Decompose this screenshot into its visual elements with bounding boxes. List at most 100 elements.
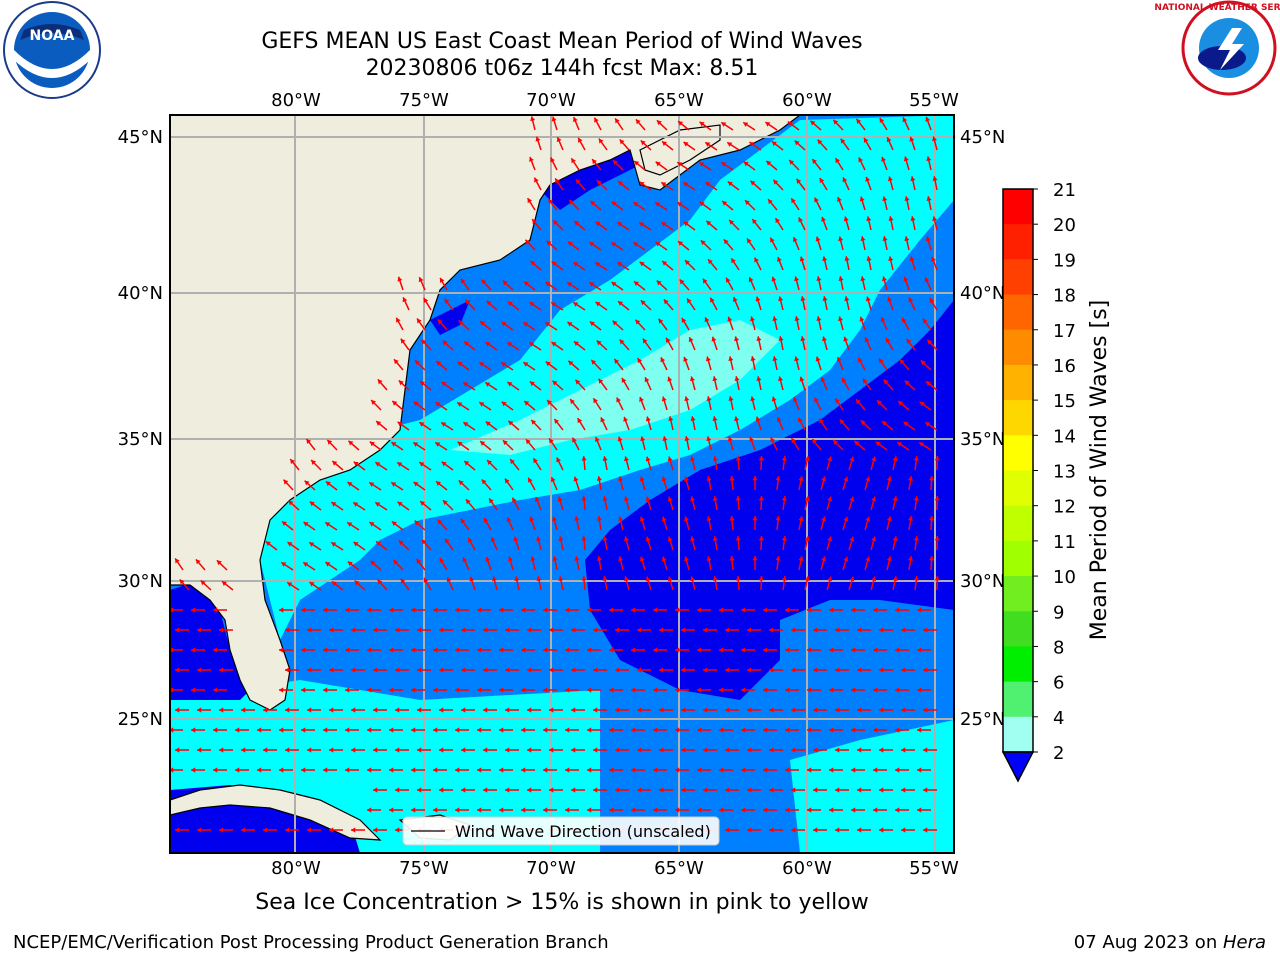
colorbar-tick-label: 9 — [1053, 602, 1064, 623]
wind-wave-arrowhead — [596, 340, 602, 346]
wind-wave-arrowhead — [521, 607, 526, 613]
wind-wave-arrowhead — [755, 296, 761, 302]
wind-wave-arrowhead — [706, 220, 712, 226]
wind-wave-arrowhead — [813, 747, 818, 753]
wind-wave-arrowhead — [311, 460, 317, 465]
wind-wave-arrowhead — [793, 396, 798, 402]
wind-wave-arrowhead — [395, 747, 400, 753]
wind-wave-arrowhead — [329, 627, 334, 633]
wind-wave-arrowhead — [555, 178, 560, 184]
wind-wave-arrowhead — [662, 141, 667, 147]
wind-wave-arrowhead — [917, 607, 922, 613]
wind-wave-arrowhead — [397, 462, 403, 467]
wind-wave-arrowhead — [222, 581, 227, 587]
wind-wave-arrowhead — [441, 461, 447, 467]
noaa-logo-text: NOAA — [30, 28, 75, 44]
wind-wave-arrowhead — [810, 120, 816, 126]
wind-wave-arrowhead — [775, 218, 781, 224]
wind-wave-arrowhead — [639, 396, 644, 402]
wind-wave-arrowhead — [571, 747, 576, 753]
wind-wave-arrowhead — [785, 807, 790, 813]
wind-wave-arrowhead — [460, 518, 466, 524]
wind-wave-arrowhead — [925, 236, 931, 242]
wind-wave-arrowhead — [481, 279, 487, 285]
wind-wave-arrowhead — [741, 647, 746, 653]
wind-wave-arrowhead — [353, 502, 359, 507]
wind-wave-arrowhead — [791, 198, 796, 204]
wind-wave-arrowhead — [771, 141, 777, 147]
wind-wave-arrowhead — [758, 456, 764, 461]
wind-wave-arrowhead — [594, 117, 599, 123]
wind-wave-arrowhead — [653, 647, 658, 653]
wind-wave-arrowhead — [687, 298, 692, 304]
wind-wave-arrowhead — [279, 647, 284, 653]
lat-label: 45°N — [118, 127, 163, 148]
wind-wave-arrowhead — [596, 556, 602, 561]
wind-wave-arrowhead — [417, 707, 422, 713]
wind-wave-arrowhead — [483, 627, 488, 633]
wind-wave-arrowhead — [529, 302, 535, 307]
wind-wave-arrowhead — [369, 482, 375, 487]
wind-wave-arrowhead — [287, 582, 293, 587]
wind-wave-arrowhead — [593, 398, 598, 404]
wind-wave-arrowhead — [719, 687, 724, 693]
wind-wave-arrowhead — [923, 667, 928, 673]
wind-wave-arrowhead — [614, 358, 620, 364]
wind-wave-arrowhead — [395, 827, 400, 833]
wind-wave-arrowhead — [530, 556, 536, 562]
wind-wave-arrowhead — [864, 337, 870, 343]
wind-wave-arrowhead — [170, 727, 174, 733]
wind-wave-arrowhead — [849, 496, 855, 502]
wind-wave-arrowhead — [441, 422, 447, 427]
wind-wave-arrowhead — [849, 576, 855, 582]
lat-label: 25°N — [960, 709, 1005, 730]
wind-wave-arrowhead — [844, 256, 850, 262]
wind-wave-arrowhead — [461, 707, 466, 713]
wind-wave-arrowhead — [735, 536, 741, 541]
wind-wave-arrowhead — [899, 359, 905, 365]
wind-wave-arrowhead — [758, 536, 764, 541]
wind-wave-arrowhead — [444, 298, 450, 304]
wind-wave-arrowhead — [483, 517, 489, 523]
wind-wave-arrowhead — [725, 627, 730, 633]
wind-wave-arrowhead — [416, 558, 422, 564]
wind-wave-arrowhead — [534, 497, 540, 502]
wind-wave-arrowhead — [725, 787, 730, 793]
wind-wave-arrowhead — [455, 607, 460, 613]
wind-wave-arrowhead — [565, 807, 570, 813]
wind-wave-arrowhead — [796, 178, 802, 184]
wind-wave-arrowhead — [697, 647, 702, 653]
wind-wave-arrowhead — [469, 576, 475, 582]
wind-wave-arrowhead — [191, 647, 196, 653]
wind-wave-arrowhead — [708, 259, 713, 265]
wind-wave-arrowhead — [371, 400, 377, 405]
wind-wave-arrowhead — [501, 362, 507, 367]
wind-wave-arrowhead — [546, 240, 552, 246]
lat-labels-right: 45°N 40°N 35°N 30°N 25°N — [960, 127, 1005, 730]
wind-wave-arrowhead — [750, 356, 756, 361]
wind-wave-arrowhead — [749, 436, 754, 442]
wind-wave-arrowhead — [792, 237, 798, 243]
wind-wave-arrowhead — [690, 496, 696, 502]
wind-wave-arrowhead — [895, 767, 900, 773]
wind-wave-arrowhead — [829, 687, 834, 693]
wind-wave-arrowhead — [549, 438, 554, 444]
wind-wave-arrowhead — [785, 767, 790, 773]
wind-wave-arrowhead — [829, 807, 834, 813]
wind-wave-arrowhead — [677, 162, 683, 167]
wind-wave-arrowhead — [851, 687, 856, 693]
wind-wave-arrowhead — [241, 747, 246, 753]
wind-wave-arrowhead — [593, 627, 598, 633]
wind-wave-arrowhead — [756, 336, 762, 342]
wind-wave-arrowhead — [901, 667, 906, 673]
wind-wave-arrowhead — [883, 379, 889, 385]
wind-wave-arrowhead — [485, 556, 491, 562]
wind-wave-arrowhead — [549, 667, 554, 673]
wind-wave-arrowhead — [480, 441, 486, 446]
wind-wave-arrowhead — [895, 807, 900, 813]
colorbar-extend-arrow — [1001, 751, 1035, 783]
wind-wave-arrowhead — [532, 219, 537, 225]
wind-wave-arrowhead — [745, 200, 750, 206]
wind-wave-arrowhead — [283, 479, 289, 485]
wind-wave-arrowhead — [668, 416, 674, 422]
